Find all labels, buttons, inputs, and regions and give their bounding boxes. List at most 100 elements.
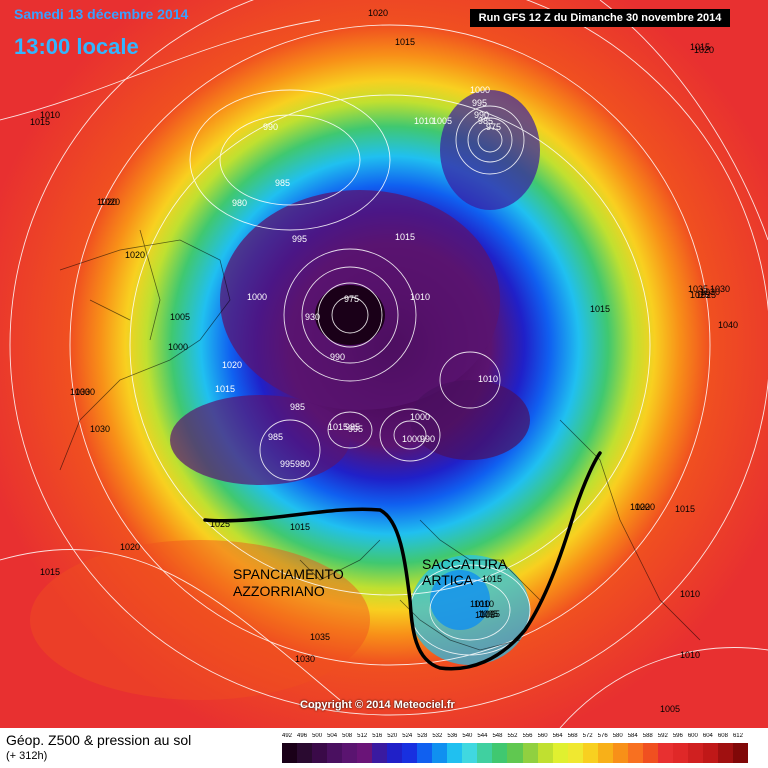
- scale-tick-label: 556: [522, 733, 533, 739]
- pressure-label: 980: [232, 198, 247, 208]
- scale-swatch: [717, 743, 733, 763]
- scale-swatch: [672, 743, 688, 763]
- azores-ridge: [30, 540, 370, 700]
- scale-swatch: [612, 743, 628, 763]
- pressure-label: 1000: [247, 292, 267, 302]
- pressure-label: 1010: [414, 116, 434, 126]
- scale-swatch: [477, 743, 493, 763]
- pressure-label: 995: [472, 98, 487, 108]
- pressure-label: 985: [275, 178, 290, 188]
- scale-swatch: [432, 743, 448, 763]
- scale-tick-label: 580: [612, 733, 623, 739]
- scale-tick-label: 544: [477, 733, 488, 739]
- pressure-label: 1005: [660, 704, 680, 714]
- scale-tick-label: 560: [537, 733, 548, 739]
- pressure-label: 1030: [75, 387, 95, 397]
- scale-tick-label: 528: [417, 733, 428, 739]
- scale-swatch: [552, 743, 568, 763]
- scale-tick-label: 592: [657, 733, 668, 739]
- pressure-label: 1025: [210, 519, 230, 529]
- pressure-label: 1035: [310, 632, 330, 642]
- scale-swatch: [702, 743, 718, 763]
- pressure-label: 1005: [480, 609, 500, 619]
- copyright-text: Copyright © 2014 Meteociel.fr: [300, 699, 455, 711]
- pressure-label: 1015: [482, 574, 502, 584]
- pressure-label: 985: [478, 116, 493, 126]
- pressure-label: 1015: [30, 117, 50, 127]
- annotation-azores-line2: AZZORRIANO: [233, 583, 325, 599]
- scale-tick-label: 512: [357, 733, 368, 739]
- pressure-label: 1030: [295, 654, 315, 664]
- pressure-label: 1020: [97, 197, 117, 207]
- scale-tick-label: 552: [507, 733, 518, 739]
- legend-title: Géop. Z500 & pression au sol: [6, 732, 192, 748]
- scale-swatch: [387, 743, 403, 763]
- pressure-label: 1030: [70, 387, 90, 397]
- pressure-label: 1000: [402, 434, 422, 444]
- scale-swatch: [567, 743, 583, 763]
- pressure-label: 995: [292, 234, 307, 244]
- pressure-label: 985: [268, 432, 283, 442]
- pressure-label: 985: [345, 422, 360, 432]
- scale-swatch: [492, 743, 508, 763]
- pressure-label: 1020: [694, 45, 714, 55]
- scale-swatch: [657, 743, 673, 763]
- vortex-lobe: [170, 395, 350, 485]
- scale-swatch: [507, 743, 523, 763]
- pressure-label: 1000: [410, 412, 430, 422]
- scale-tick-label: 612: [732, 733, 743, 739]
- scale-swatch: [462, 743, 478, 763]
- scale-tick-label: 532: [432, 733, 443, 739]
- pressure-label: 1020: [100, 197, 120, 207]
- scale-tick-label: 604: [702, 733, 713, 739]
- scale-tick-label: 596: [672, 733, 683, 739]
- valid-date: Samedi 13 décembre 2014: [14, 6, 189, 22]
- pressure-label: 1030: [90, 424, 110, 434]
- coastlines: [59, 229, 701, 651]
- pressure-label: 1015: [690, 42, 710, 52]
- scale-swatch: [447, 743, 463, 763]
- pressure-label: 1010: [410, 292, 430, 302]
- pressure-label: 1015: [590, 304, 610, 314]
- pressure-label: 1015: [290, 522, 310, 532]
- pressure-label: 1015: [215, 384, 235, 394]
- pressure-label: 1030: [710, 284, 730, 294]
- pressure-label: 1015: [395, 37, 415, 47]
- scale-swatch: [297, 743, 313, 763]
- scale-tick-label: 536: [447, 733, 458, 739]
- pressure-label: 1015: [328, 422, 348, 432]
- scale-swatch: [732, 743, 748, 763]
- pressure-label: 995: [348, 424, 363, 434]
- pressure-label: 1020: [222, 360, 242, 370]
- scale-tick-label: 572: [582, 733, 593, 739]
- scale-swatch: [417, 743, 433, 763]
- scale-tick-label: 500: [312, 733, 323, 739]
- pressure-label: 1000: [168, 342, 188, 352]
- pressure-label: 990: [330, 352, 345, 362]
- pressure-label: 1030: [700, 287, 720, 297]
- pressure-label: 975: [344, 294, 359, 304]
- pressure-label: 990: [263, 122, 278, 132]
- pressure-label: 1025: [696, 290, 716, 300]
- model-run-label: Run GFS 12 Z du Dimanche 30 novembre 201…: [470, 9, 730, 27]
- pressure-label: 985: [290, 402, 305, 412]
- geopotential-map: 1020101510101020102010151020101510301030…: [0, 0, 768, 728]
- pressure-label: 1010: [474, 599, 494, 609]
- pressure-label: 990: [420, 434, 435, 444]
- scale-swatch: [342, 743, 358, 763]
- scale-tick-label: 608: [717, 733, 728, 739]
- pressure-labels: 1020101510101020102010151020101510301030…: [30, 8, 738, 714]
- scale-tick-label: 496: [297, 733, 308, 739]
- scale-swatch: [522, 743, 538, 763]
- scale-swatch: [687, 743, 703, 763]
- pressure-label: 1015: [40, 567, 60, 577]
- pressure-label: 1000: [470, 85, 490, 95]
- scale-tick-label: 492: [282, 733, 293, 739]
- pressure-label: 1015: [395, 232, 415, 242]
- pressure-label: 1010: [40, 110, 60, 120]
- scale-swatch: [642, 743, 658, 763]
- pressure-label: 1020: [368, 8, 388, 18]
- pressure-label: 980: [295, 459, 310, 469]
- scale-swatch: [597, 743, 613, 763]
- scale-tick-label: 516: [372, 733, 383, 739]
